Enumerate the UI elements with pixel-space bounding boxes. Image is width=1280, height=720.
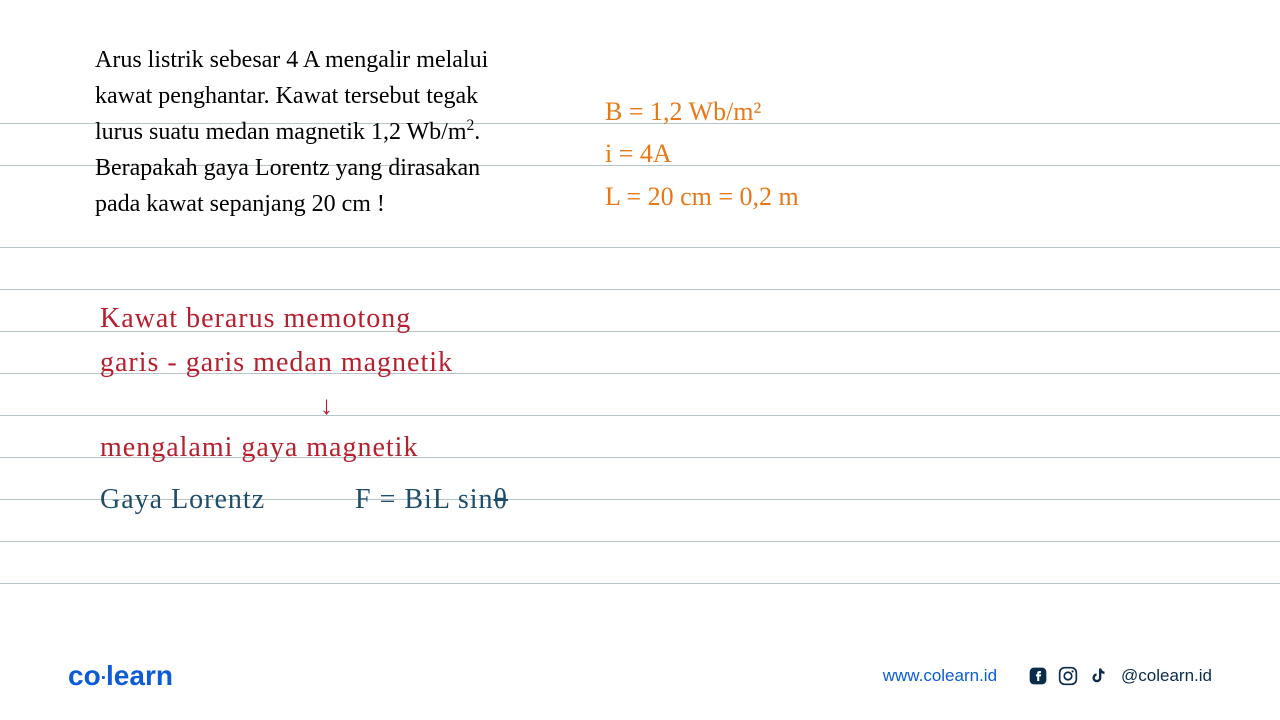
- colearn-logo: co·learn: [68, 660, 173, 692]
- footer-right: www.colearn.id @colearn.id: [883, 665, 1212, 687]
- social-icons: @colearn.id: [1027, 665, 1212, 687]
- explanation-line-2: garis - garis medan magnetik: [100, 342, 453, 384]
- question-text: Arus listrik sebesar 4 A mengalir melalu…: [95, 42, 525, 222]
- explanation-red: Kawat berarus memotong garis - garis med…: [100, 298, 453, 471]
- explanation-line-3: mengalami gaya magnetik: [100, 427, 453, 469]
- tiktok-icon: [1087, 665, 1109, 687]
- footer: co·learn www.colearn.id @colearn.id: [0, 656, 1280, 696]
- facebook-icon: [1027, 665, 1049, 687]
- given-values: B = 1,2 Wb/m² i = 4A L = 20 cm = 0,2 m: [605, 92, 799, 219]
- lorentz-formula: F = BiL sinθ: [355, 484, 508, 516]
- given-i: i = 4A: [605, 134, 799, 174]
- logo-co: co: [68, 660, 101, 691]
- given-l: L = 20 cm = 0,2 m: [605, 177, 799, 217]
- given-b: B = 1,2 Wb/m²: [605, 92, 799, 132]
- lorentz-label: Gaya Lorentz: [100, 484, 265, 516]
- explanation-line-1: Kawat berarus memotong: [100, 298, 453, 340]
- page-container: Arus listrik sebesar 4 A mengalir melalu…: [0, 0, 1280, 720]
- logo-learn: learn: [106, 660, 173, 691]
- down-arrow-icon: ↓: [100, 386, 453, 425]
- instagram-icon: [1057, 665, 1079, 687]
- social-handle: @colearn.id: [1121, 666, 1212, 686]
- website-url: www.colearn.id: [883, 666, 997, 686]
